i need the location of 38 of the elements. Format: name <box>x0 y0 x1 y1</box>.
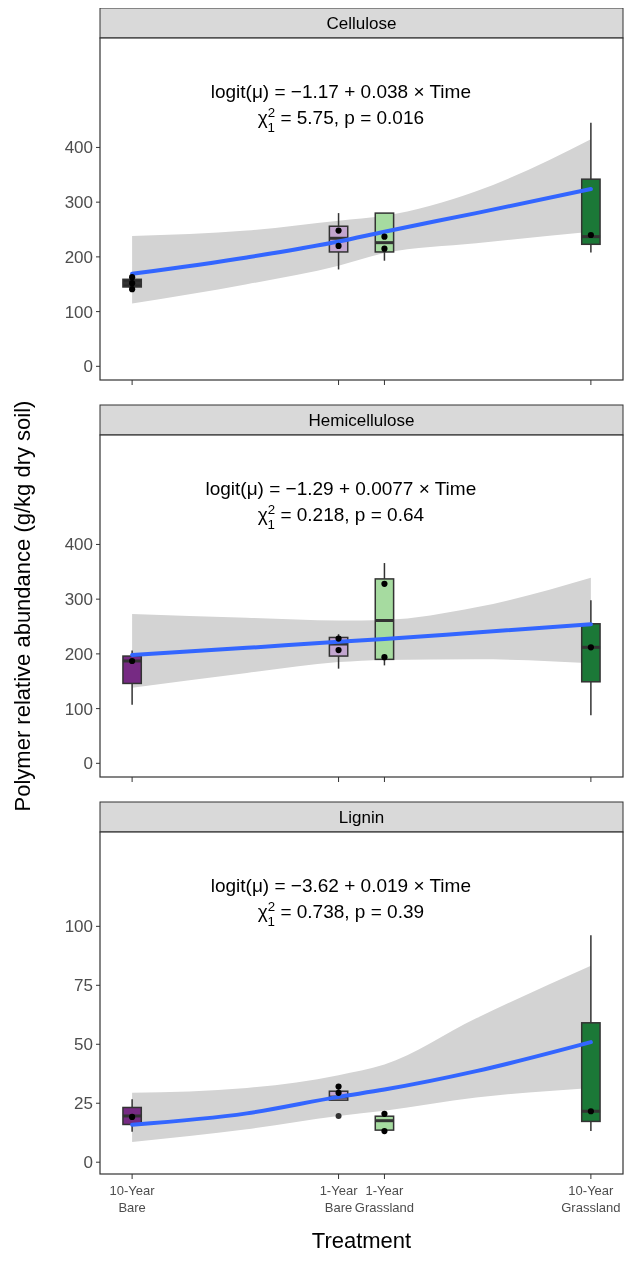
annotation: logit(μ) = −1.29 + 0.0077 × Time <box>205 478 477 499</box>
y-tick-label: 400 <box>64 535 93 555</box>
point <box>381 233 388 240</box>
y-tick-label: 200 <box>64 644 93 664</box>
point <box>129 657 136 665</box>
point <box>587 231 594 239</box>
y-tick-label: 400 <box>64 138 93 158</box>
point <box>335 227 342 234</box>
y-tick-label: 50 <box>74 1035 93 1055</box>
y-tick-label: 25 <box>74 1094 93 1114</box>
point <box>381 245 388 252</box>
y-tick-label: 0 <box>83 1153 93 1173</box>
y-tick-label: 75 <box>74 976 93 996</box>
annotation: χ$_{1}$$^{2}$ = 5.75, p = 0.016 <box>257 104 425 135</box>
y-tick-label: 300 <box>64 193 93 213</box>
annotation: χ$_{1}$$^{2}$ = 0.218, p = 0.64 <box>257 501 425 532</box>
point <box>587 644 594 651</box>
annotation: χ$_{1}$$^{2}$ = 0.738, p = 0.39 <box>257 898 425 929</box>
point <box>381 654 388 661</box>
annotation: logit(μ) = −3.62 + 0.019 × Time <box>210 875 471 896</box>
x-axis-title: Treatment <box>311 1228 412 1253</box>
y-tick-label: 100 <box>64 302 93 322</box>
chart-title: Lignin <box>338 808 385 827</box>
point <box>335 242 342 250</box>
annotation: logit(μ) = −1.17 + 0.038 × Time <box>210 81 471 102</box>
y-tick-label: 0 <box>83 754 93 774</box>
chart-title: Hemicellulose <box>308 411 415 430</box>
y-tick-label: 100 <box>64 699 93 719</box>
y-axis-title: Polymer relative abundance (g/kg dry soil) <box>10 400 35 812</box>
x-tick-label: 10-Year Grassland <box>561 1183 621 1215</box>
y-tick-label: 200 <box>64 247 93 267</box>
x-tick-label: 10-Year Bare <box>109 1183 156 1215</box>
point <box>587 1108 594 1115</box>
y-tick-label: 300 <box>64 590 93 610</box>
y-tick-label: 0 <box>83 357 93 377</box>
point <box>381 580 388 587</box>
chart-title: Cellulose <box>326 14 397 33</box>
y-tick-label: 100 <box>64 917 93 937</box>
